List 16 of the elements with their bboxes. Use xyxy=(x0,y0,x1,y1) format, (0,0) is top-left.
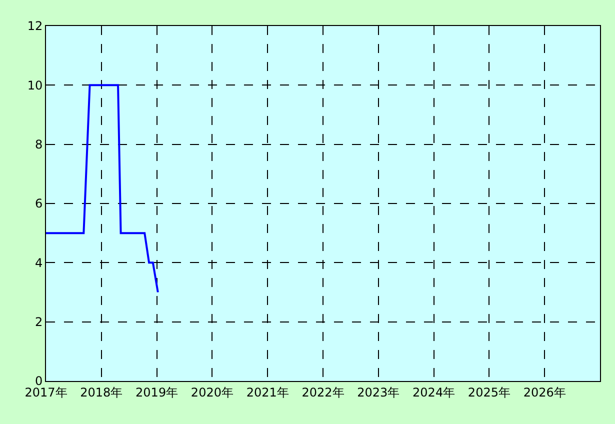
x-tick-label: 2024年 xyxy=(412,385,456,400)
x-tick-label: 2025年 xyxy=(468,385,510,400)
x-tick-label: 2018年 xyxy=(80,385,123,400)
x-tick-label: 2022年 xyxy=(302,385,344,400)
line-series xyxy=(46,84,159,294)
y-tick-label: 2 xyxy=(34,315,43,330)
x-tick-label: 2020年 xyxy=(190,385,234,400)
y-tick-label: 4 xyxy=(34,256,43,270)
y-tick-label: 8 xyxy=(34,138,43,152)
x-tick-label: 2021年 xyxy=(246,385,289,400)
x-tick-label: 2026年 xyxy=(523,385,566,400)
y-tick-label: 10 xyxy=(27,78,43,92)
x-tick-label: 2023年 xyxy=(357,385,400,400)
x-tick-label: 2019年 xyxy=(136,385,178,400)
y-tick-label: 12 xyxy=(27,19,43,34)
y-tick-label: 6 xyxy=(34,196,43,211)
